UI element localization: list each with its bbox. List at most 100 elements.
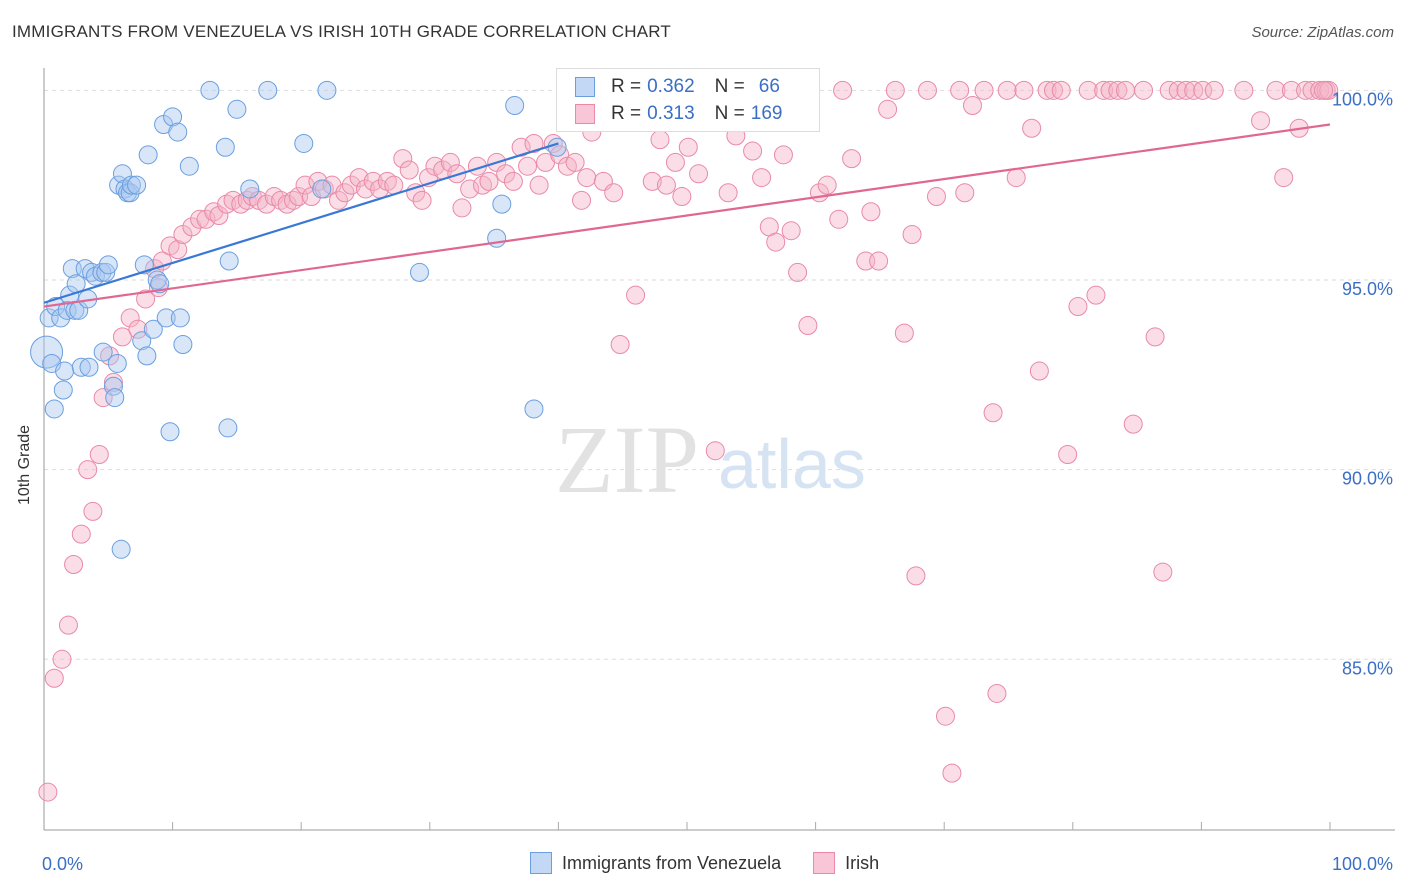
irish-point — [120, 308, 140, 328]
irish-point — [1116, 80, 1136, 100]
venezuela-points — [30, 80, 567, 559]
venezuela-point — [547, 137, 567, 157]
venezuela-point — [505, 96, 525, 116]
irish-point — [577, 168, 597, 188]
irish-point — [878, 99, 898, 119]
irish-point — [678, 137, 698, 157]
irish-point — [656, 175, 676, 195]
venezuela-point — [115, 179, 135, 199]
irish-point — [71, 524, 91, 544]
irish-point — [377, 171, 397, 191]
irish-point — [781, 221, 801, 241]
venezuela-point — [160, 422, 180, 442]
y-tick-label: 85.0% — [1342, 658, 1393, 678]
irish-point — [788, 262, 808, 282]
venezuela-point — [107, 353, 127, 373]
watermark-zip: ZIP — [555, 406, 699, 513]
irish-point — [529, 175, 549, 195]
irish-point — [955, 183, 975, 203]
irish-point — [766, 232, 786, 252]
irish-point — [817, 175, 837, 195]
legend-swatch-irish — [813, 852, 836, 874]
venezuela-point — [227, 99, 247, 119]
venezuela-point — [410, 262, 430, 282]
venezuela-point — [138, 145, 158, 165]
irish-point — [341, 175, 361, 195]
venezuela-point — [111, 539, 131, 559]
irish-point — [997, 80, 1017, 100]
axes — [43, 68, 1395, 831]
irish-point — [89, 444, 109, 464]
venezuela-point — [163, 107, 183, 127]
legend-r-value: 0.313 — [647, 103, 695, 124]
legend-n-value: 66 — [758, 76, 780, 97]
irish-point — [572, 190, 592, 210]
venezuela-point — [215, 137, 235, 157]
irish-point — [1006, 168, 1026, 188]
irish-point — [705, 441, 725, 461]
venezuela-point — [79, 357, 99, 377]
venezuela-point — [105, 388, 125, 408]
venezuela-point — [132, 331, 152, 351]
venezuela-point — [127, 175, 147, 195]
irish-point — [1086, 285, 1106, 305]
irish-point — [1281, 80, 1301, 100]
irish-point — [743, 141, 763, 161]
venezuela-point — [57, 300, 77, 320]
y-axis-label: 10th Grade — [16, 424, 33, 505]
y-tick-label: 95.0% — [1342, 279, 1393, 299]
irish-point — [1266, 80, 1286, 100]
irish-point — [503, 171, 523, 191]
irish-point — [1168, 80, 1188, 100]
watermark-atlas: atlas — [718, 425, 866, 503]
venezuela-point — [170, 308, 190, 328]
venezuela-point — [85, 266, 105, 286]
irish-point — [1078, 80, 1098, 100]
irish-point — [283, 190, 303, 210]
irish-point — [363, 171, 383, 191]
irish-point — [518, 156, 538, 176]
irish-point — [610, 334, 630, 354]
irish-point — [1319, 80, 1339, 100]
irish-point — [399, 160, 419, 180]
irish-point — [412, 190, 432, 210]
legend-r-label: R = — [611, 76, 642, 97]
venezuela-point — [179, 156, 199, 176]
trend-lines — [43, 123, 1331, 308]
irish-point — [906, 566, 926, 586]
y-tick-label: 90.0% — [1342, 469, 1393, 489]
venezuela-point — [98, 255, 118, 275]
irish-point — [1274, 168, 1294, 188]
irish-point — [1100, 80, 1120, 100]
venezuela-point — [487, 228, 507, 248]
irish-point — [356, 179, 375, 199]
irish-point — [231, 194, 251, 214]
irish-point — [524, 133, 544, 153]
irish-point — [626, 285, 646, 305]
venezuela-point — [120, 183, 140, 203]
irish-point — [1058, 444, 1078, 464]
irish-point — [78, 460, 98, 480]
irish-point — [1068, 297, 1088, 317]
irish-point — [987, 683, 1007, 703]
venezuela-point — [156, 308, 176, 328]
venezuela-point — [317, 80, 337, 100]
irish-point — [237, 190, 257, 210]
legend-swatch-irish — [575, 104, 595, 124]
legend-swatch-venezuela — [530, 852, 552, 874]
venezuela-point — [143, 319, 163, 339]
venezuela-point — [53, 380, 73, 400]
venezuela-point — [137, 346, 157, 366]
irish-point — [798, 316, 818, 336]
irish-point — [1176, 80, 1196, 100]
irish-point — [1108, 80, 1128, 100]
irish-point — [689, 164, 709, 184]
irish-point — [1029, 361, 1049, 381]
irish-point — [393, 149, 413, 169]
irish-point — [861, 202, 881, 222]
venezuela-point — [71, 357, 91, 377]
legend-row-venezuela: R = 0.362 N = 66 — [575, 75, 786, 99]
irish-point — [1193, 80, 1213, 100]
irish-point — [962, 96, 982, 116]
irish-point — [1037, 80, 1057, 100]
